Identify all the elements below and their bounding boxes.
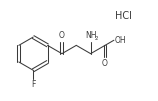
Text: NH: NH (85, 31, 96, 40)
Text: 2: 2 (95, 36, 99, 41)
Text: O: O (102, 59, 108, 68)
Text: O: O (59, 31, 65, 40)
Text: F: F (31, 80, 35, 89)
Text: OH: OH (115, 36, 126, 45)
Text: HCl: HCl (115, 11, 132, 21)
